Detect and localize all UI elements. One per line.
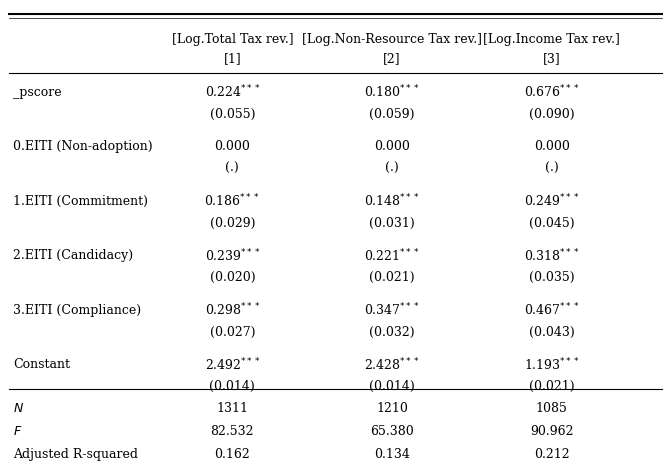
Text: 0.000: 0.000 — [215, 140, 250, 153]
Text: 0.298$^{***}$: 0.298$^{***}$ — [205, 302, 260, 318]
Text: (.): (.) — [225, 163, 240, 176]
Text: 90.962: 90.962 — [530, 425, 574, 438]
Text: 2.EITI (Candidacy): 2.EITI (Candidacy) — [13, 249, 133, 262]
Text: 82.532: 82.532 — [211, 425, 254, 438]
Text: 0.239$^{***}$: 0.239$^{***}$ — [205, 248, 260, 264]
Text: 0.186$^{***}$: 0.186$^{***}$ — [205, 193, 260, 210]
Text: 0.148$^{***}$: 0.148$^{***}$ — [364, 193, 420, 210]
Text: 0.EITI (Non-adoption): 0.EITI (Non-adoption) — [13, 140, 152, 153]
Text: (0.029): (0.029) — [209, 217, 255, 230]
Text: 2.428$^{***}$: 2.428$^{***}$ — [364, 356, 420, 373]
Text: 1210: 1210 — [376, 402, 408, 415]
Text: 0.249$^{***}$: 0.249$^{***}$ — [524, 193, 580, 210]
Text: 2.492$^{***}$: 2.492$^{***}$ — [205, 356, 260, 373]
Text: 0.467$^{***}$: 0.467$^{***}$ — [524, 302, 580, 318]
Text: [Log.Total Tax rev.]: [Log.Total Tax rev.] — [172, 33, 293, 46]
Text: (0.055): (0.055) — [209, 108, 255, 121]
Text: (0.014): (0.014) — [369, 380, 415, 393]
Text: $F$: $F$ — [13, 425, 22, 438]
Text: (.): (.) — [385, 163, 399, 176]
Text: 0.180$^{***}$: 0.180$^{***}$ — [364, 84, 420, 100]
Text: 0.000: 0.000 — [374, 140, 410, 153]
Text: (0.021): (0.021) — [369, 271, 415, 284]
Text: 0.134: 0.134 — [374, 448, 410, 461]
Text: 0.162: 0.162 — [215, 448, 250, 461]
Text: [2]: [2] — [383, 53, 401, 65]
Text: (.): (.) — [545, 163, 559, 176]
Text: (0.031): (0.031) — [369, 217, 415, 230]
Text: 1085: 1085 — [536, 402, 568, 415]
Text: [3]: [3] — [543, 53, 561, 65]
Text: 0.000: 0.000 — [534, 140, 570, 153]
Text: (0.032): (0.032) — [369, 326, 415, 339]
Text: (0.035): (0.035) — [529, 271, 574, 284]
Text: 0.224$^{***}$: 0.224$^{***}$ — [205, 84, 260, 100]
Text: 0.212: 0.212 — [534, 448, 570, 461]
Text: [1]: [1] — [223, 53, 242, 65]
Text: 0.221$^{***}$: 0.221$^{***}$ — [364, 248, 420, 264]
Text: 65.380: 65.380 — [370, 425, 414, 438]
Text: (0.014): (0.014) — [209, 380, 255, 393]
Text: Adjusted R-squared: Adjusted R-squared — [13, 448, 138, 461]
Text: $N$: $N$ — [13, 402, 23, 415]
Text: (0.043): (0.043) — [529, 326, 574, 339]
Text: (0.045): (0.045) — [529, 217, 574, 230]
Text: 1.EITI (Commitment): 1.EITI (Commitment) — [13, 195, 148, 208]
Text: (0.027): (0.027) — [209, 326, 255, 339]
Text: 0.676$^{***}$: 0.676$^{***}$ — [524, 84, 580, 100]
Text: 0.347$^{***}$: 0.347$^{***}$ — [364, 302, 420, 318]
Text: 1311: 1311 — [216, 402, 248, 415]
Text: (0.020): (0.020) — [209, 271, 255, 284]
Text: Constant: Constant — [13, 358, 70, 371]
Text: 1.193$^{***}$: 1.193$^{***}$ — [524, 356, 580, 373]
Text: (0.059): (0.059) — [369, 108, 415, 121]
Text: (0.090): (0.090) — [529, 108, 574, 121]
Text: [Log.Non-Resource Tax rev.]: [Log.Non-Resource Tax rev.] — [302, 33, 482, 46]
Text: _pscore: _pscore — [13, 86, 61, 99]
Text: 3.EITI (Compliance): 3.EITI (Compliance) — [13, 304, 141, 317]
Text: [Log.Income Tax rev.]: [Log.Income Tax rev.] — [483, 33, 620, 46]
Text: 0.318$^{***}$: 0.318$^{***}$ — [524, 248, 580, 264]
Text: (0.021): (0.021) — [529, 380, 574, 393]
